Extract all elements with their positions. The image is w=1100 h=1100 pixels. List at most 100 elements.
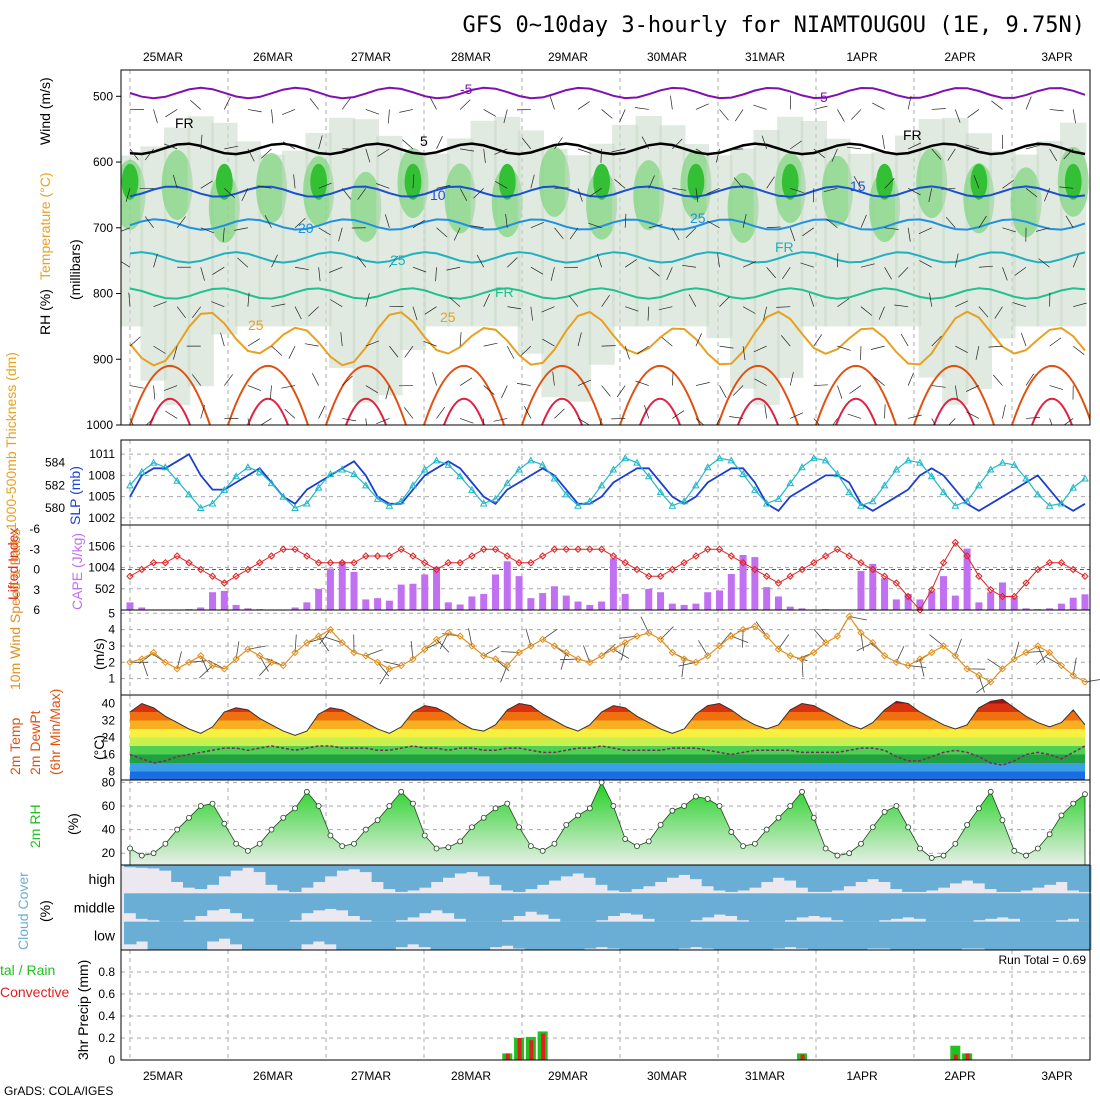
- wind-barb: [928, 188, 933, 203]
- isotherm-hot-core: [1031, 397, 1073, 425]
- wind-barb: [365, 109, 380, 115]
- wind-barb: [247, 292, 250, 307]
- cloud-cell: [937, 921, 950, 950]
- lifted-index-marker: [810, 559, 818, 567]
- wind-barb: [521, 137, 532, 150]
- cloud-cell: [630, 865, 644, 890]
- cloud-cell: [300, 865, 314, 888]
- wind-barb: [826, 218, 838, 229]
- lifted-index-marker: [715, 545, 724, 553]
- wind-barb: [125, 188, 131, 202]
- wind-speed-marker: [704, 652, 712, 660]
- cloud-cell: [371, 893, 385, 922]
- cloud-cell: [395, 865, 408, 892]
- temp-tick-label: 16: [102, 748, 116, 762]
- lifted-index-marker: [409, 552, 417, 560]
- lifted-index-marker: [267, 552, 276, 560]
- thickness-marker: [279, 492, 288, 500]
- cape-bar: [550, 586, 558, 610]
- wind-barb: [153, 253, 158, 268]
- thickness-marker: [527, 456, 535, 464]
- wind-barb: [929, 292, 933, 307]
- cloud-cell: [713, 865, 726, 891]
- cloud-cell: [1067, 921, 1080, 950]
- cloud-cell: [831, 893, 844, 921]
- wind-barb: [1002, 179, 1015, 189]
- top-date-label: 30MAR: [647, 50, 687, 64]
- wind-barb: [459, 332, 462, 347]
- thickness-marker: [432, 456, 441, 464]
- wind-barb: [1049, 385, 1064, 390]
- lifted-index-ylabel: Lifted Index: [5, 528, 21, 600]
- wind-barb: [436, 406, 446, 419]
- surface-wind-barb: [379, 668, 390, 685]
- thickness-marker: [609, 465, 618, 473]
- wind-barb: [128, 292, 131, 307]
- cloud-cell: [572, 865, 585, 874]
- wind-speed-marker: [220, 665, 229, 673]
- wind-barb: [790, 140, 802, 150]
- cloud-cell: [1031, 921, 1045, 950]
- lifted-index-marker: [550, 545, 559, 553]
- wind-barb: [554, 408, 565, 419]
- cloud-cell: [253, 893, 267, 922]
- surface-wind-barb: [954, 638, 962, 656]
- cloud-cell: [277, 921, 290, 950]
- wind-speed-marker: [503, 661, 511, 670]
- wind-barb: [365, 340, 379, 347]
- thickness-marker: [409, 481, 417, 489]
- wind-barb: [176, 216, 186, 228]
- isotherm-label: 15: [850, 178, 866, 194]
- surface-wind-barb: [978, 675, 985, 693]
- wind-barb: [884, 227, 899, 230]
- wind-tick-label: 4: [108, 623, 115, 637]
- rh-marker: [775, 814, 782, 821]
- cape-bar: [220, 590, 228, 610]
- wind-barb: [550, 267, 555, 281]
- surface-wind-barb: [929, 634, 944, 647]
- cloud-cell: [866, 893, 880, 922]
- wind-barb: [658, 306, 673, 311]
- cloud-cell: [560, 921, 573, 950]
- thickness-marker: [196, 503, 205, 511]
- lifted-index-marker: [491, 545, 500, 553]
- thickness-ylabel-wrap: 1000-500mb Thickness (dm): [3, 352, 19, 530]
- wind-speed-marker: [692, 658, 700, 667]
- lifted-index-marker: [739, 559, 747, 567]
- rh-marker: [186, 814, 192, 821]
- isotherm-hot-dome: [815, 364, 897, 425]
- cloud-cell: [536, 865, 550, 885]
- wind-barb: [542, 338, 555, 347]
- rh-marker: [480, 814, 487, 821]
- thickness-marker: [597, 481, 606, 489]
- cape-bar: [704, 592, 712, 610]
- cloud-cell: [937, 865, 950, 888]
- rh-marker: [987, 788, 994, 795]
- thickness-tick-label: 582: [45, 478, 65, 492]
- cape-bar: [716, 590, 724, 610]
- lifted-index-marker: [208, 572, 217, 580]
- wind-barb: [780, 335, 791, 347]
- wind-barb: [153, 109, 158, 123]
- cloud-cell: [1055, 921, 1068, 950]
- cloud-level-label: high: [89, 871, 115, 887]
- cloud-cell: [949, 893, 962, 922]
- precip-tick-label: 0.6: [98, 987, 115, 1001]
- cloud-cell: [324, 865, 337, 877]
- rh-shading: [800, 120, 827, 327]
- cloud-cell: [748, 893, 762, 922]
- cape-bar: [598, 601, 606, 610]
- wind-barb: [144, 216, 154, 228]
- surface-wind-barb: [660, 626, 674, 640]
- wind-barb: [271, 345, 283, 356]
- thickness-marker: [798, 463, 806, 471]
- wind-barb: [493, 418, 508, 422]
- wind-barb: [1026, 417, 1041, 419]
- cape-bar: [692, 603, 700, 610]
- temp-band: [130, 754, 1085, 763]
- wind-speed-marker: [527, 642, 535, 650]
- lifted-index-marker: [1010, 592, 1018, 601]
- thickness-marker: [185, 490, 193, 498]
- y-tick-label: 900: [93, 352, 113, 366]
- wind-barb: [365, 418, 367, 425]
